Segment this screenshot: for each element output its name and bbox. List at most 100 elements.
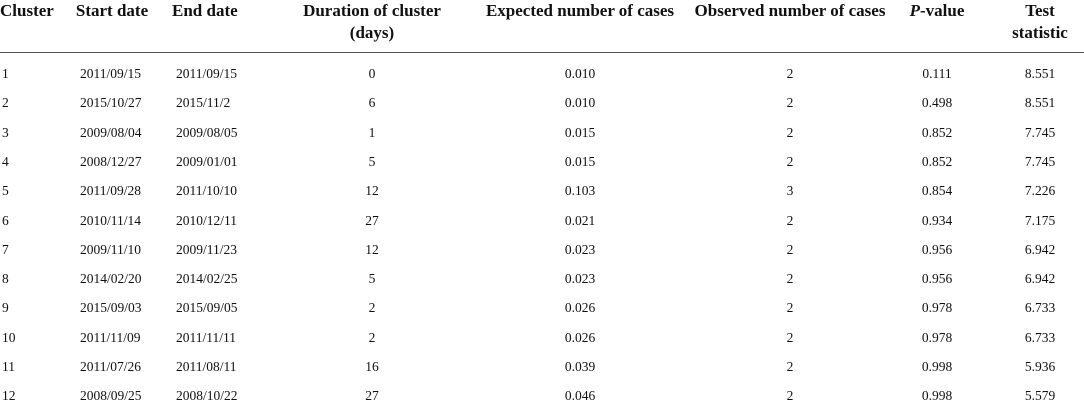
table-cell: 2 <box>786 66 794 81</box>
table-cell: 2011/07/26 <box>80 359 142 374</box>
table-cell: 2 <box>786 153 794 169</box>
table-cell: 0.023 <box>564 271 596 287</box>
table-cell: 2015/09/03 <box>80 300 142 316</box>
column-header: P-value <box>897 0 977 22</box>
table-cell: 0.039 <box>564 359 596 374</box>
table-cell: 7.745 <box>1024 124 1056 140</box>
table-cell: 2014/02/25 <box>176 271 238 287</box>
table-cell: 27 <box>365 212 379 228</box>
table-cell: 0.026 <box>564 300 596 316</box>
table-cell: 2008/10/22 <box>176 388 238 402</box>
table-cell: 0.852 <box>921 153 953 169</box>
table-cell: 5 <box>2 183 9 199</box>
table-cell: 2011/10/10 <box>176 183 238 199</box>
column-header: Expected number of cases <box>485 1 675 20</box>
table-cell: 2009/01/01 <box>176 153 238 169</box>
table-cell: 0.852 <box>921 124 953 140</box>
table-cell: 1 <box>2 66 9 81</box>
table-cell: 2 <box>2 95 9 111</box>
table-cell: 2010/12/11 <box>176 212 238 228</box>
table-cell: 6.733 <box>1024 300 1056 316</box>
table-cell: 2009/08/05 <box>176 124 238 140</box>
table-cell: 3 <box>786 183 794 199</box>
column-header: Test statistic <box>1012 1 1068 42</box>
table-cell: 2 <box>786 241 794 257</box>
table-cell: 0.956 <box>921 241 953 257</box>
header-rule <box>0 52 1084 53</box>
table-cell: 0.978 <box>921 300 953 316</box>
table-cell: 6 <box>2 212 9 228</box>
table-cell: 6 <box>368 95 376 111</box>
table-cell: 2 <box>786 124 794 140</box>
table-cell: 2 <box>786 95 794 111</box>
table-cell: 2014/02/20 <box>80 271 142 287</box>
table-cell: 2 <box>786 388 794 402</box>
table-cell: 7.226 <box>1024 183 1056 199</box>
table-cell: 2 <box>786 300 794 316</box>
table-cell: 2008/12/27 <box>80 153 142 169</box>
table-cell: 27 <box>365 388 379 402</box>
table-cell: 2015/10/27 <box>80 95 142 111</box>
table-cell: 0 <box>368 66 376 81</box>
table-cell: 0.934 <box>921 212 953 228</box>
header-part: P <box>909 1 920 20</box>
table-cell: 0.956 <box>921 271 953 287</box>
table-cell: 2011/09/15 <box>176 66 238 81</box>
table-cell: 9 <box>2 300 9 316</box>
table-cell: 2 <box>786 271 794 287</box>
table-cell: 16 <box>365 359 379 374</box>
table-cell: 12 <box>365 183 379 199</box>
column-header: End date <box>172 1 238 20</box>
table-cell: 3 <box>2 124 9 140</box>
table-cell: 2011/11/09 <box>80 329 141 345</box>
table-cell: 0.010 <box>564 66 596 81</box>
header-part: -value <box>920 1 965 20</box>
table-cell: 2011/09/15 <box>80 66 142 81</box>
table-cell: 6.942 <box>1024 241 1056 257</box>
table-cell: 0.015 <box>564 124 596 140</box>
table-cell: 0.010 <box>564 95 596 111</box>
table-cell: 0.021 <box>564 212 596 228</box>
table-cell: 5 <box>368 271 376 287</box>
table-cell: 2 <box>786 329 794 345</box>
table-cell: 0.978 <box>921 329 953 345</box>
table-cell: 0.111 <box>922 66 952 81</box>
column-header: Start date <box>75 1 149 20</box>
column-header: Duration of cluster (days) <box>303 1 441 42</box>
table-cell: 0.026 <box>564 329 596 345</box>
table-cell: 7 <box>2 241 9 257</box>
table-cell: 2011/08/11 <box>176 359 237 374</box>
column-header: Cluster <box>0 1 54 20</box>
table-cell: 0.023 <box>564 241 596 257</box>
table-cell: 2009/08/04 <box>80 124 142 140</box>
table-cell: 2011/09/28 <box>80 183 142 199</box>
table-cell: 12 <box>365 241 379 257</box>
table-cell: 2 <box>368 300 376 316</box>
table-cell: 6.942 <box>1024 271 1056 287</box>
table-cell: 2015/09/05 <box>176 300 238 316</box>
column-header: Observed number of cases <box>694 1 886 20</box>
table-cell: 8.551 <box>1024 66 1056 81</box>
table-cell: 2 <box>786 359 794 374</box>
table-cell: 0.998 <box>921 359 953 374</box>
table-cell: 0.998 <box>921 388 953 402</box>
table-cell: 0.854 <box>921 183 953 199</box>
table-cell: 7.745 <box>1024 153 1056 169</box>
table-cell: 5.936 <box>1024 359 1056 374</box>
table-cell: 12 <box>2 388 16 402</box>
table-cell: 5.579 <box>1024 388 1056 402</box>
table-cell: 1 <box>368 124 376 140</box>
table-cell: 2010/11/14 <box>80 212 142 228</box>
table-cell: 6.733 <box>1024 329 1056 345</box>
table-cell: 7.175 <box>1024 212 1056 228</box>
table-cell: 8.551 <box>1024 95 1056 111</box>
table-cell: 8 <box>2 271 9 287</box>
table-cell: 0.103 <box>564 183 596 199</box>
table-cell: 2008/09/25 <box>80 388 142 402</box>
table-cell: 0.015 <box>564 153 596 169</box>
table-cell: 2 <box>786 212 794 228</box>
table-cell: 2009/11/23 <box>176 241 238 257</box>
table-cell: 0.498 <box>921 95 953 111</box>
table-cell: 2015/11/2 <box>176 95 231 111</box>
